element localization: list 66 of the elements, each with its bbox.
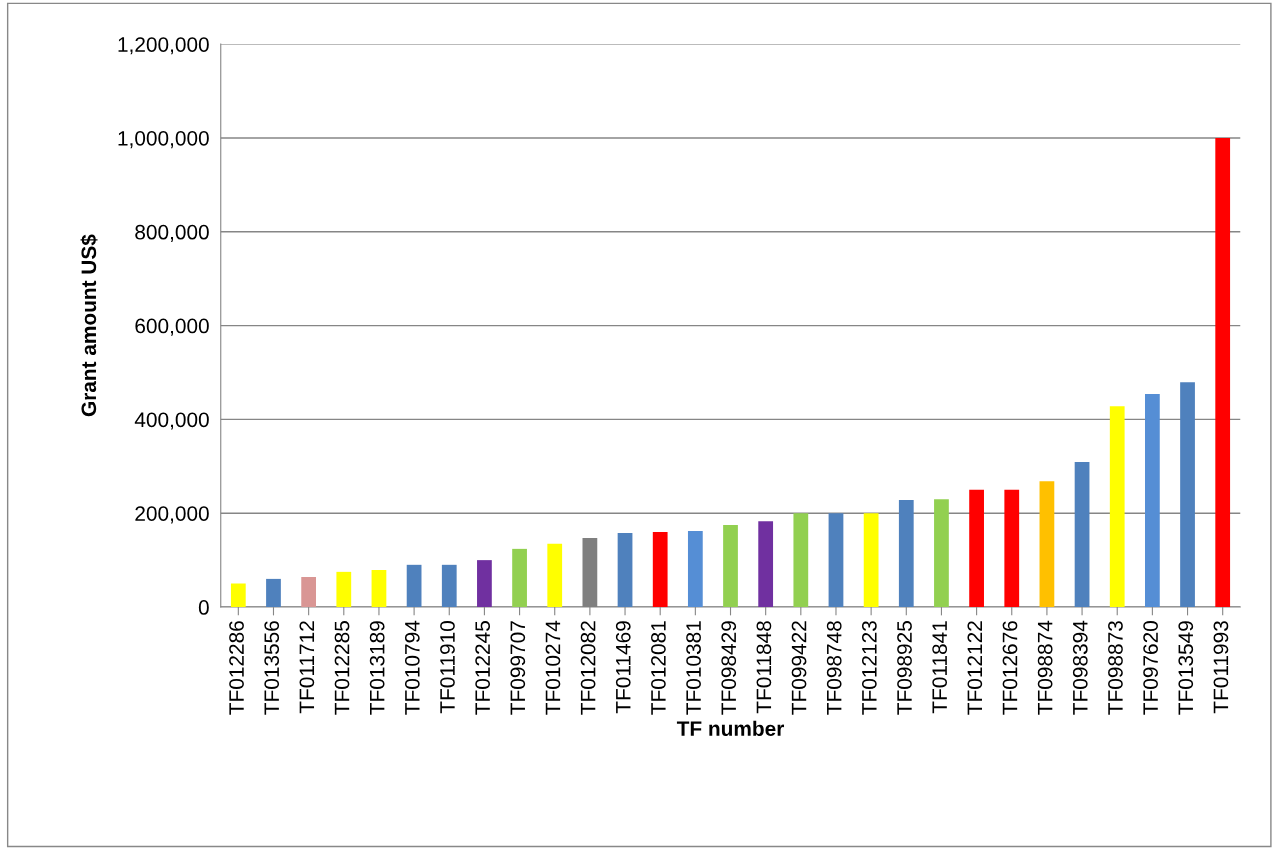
x-tick-label: TF013189	[369, 621, 385, 715]
bar	[477, 560, 492, 608]
bar	[969, 489, 984, 608]
y-tick-label: 200,000	[135, 506, 209, 524]
x-tick-label: TF011841	[932, 621, 948, 714]
bar	[441, 564, 457, 608]
x-tick-label: TF012676	[1002, 621, 1018, 715]
y-tick-label: 0	[198, 600, 209, 615]
x-tick-label: TF013549	[1178, 621, 1194, 715]
bar	[863, 513, 879, 608]
x-tick-label: TF011910	[440, 621, 455, 714]
bar	[230, 583, 246, 608]
bar	[371, 569, 387, 608]
x-tick-label: TF010794	[404, 620, 420, 715]
x-tick-label: TF097620	[1143, 621, 1158, 715]
bar	[1180, 382, 1195, 608]
x-tick-label: TF098748	[826, 621, 842, 715]
bar	[1004, 489, 1020, 608]
bar	[336, 571, 352, 608]
x-tick-label: TF012122	[967, 621, 983, 715]
bar	[828, 513, 844, 608]
x-tick-label: TF011848	[756, 621, 772, 714]
y-axis-title: Grant amount US$	[80, 234, 98, 417]
x-tick-label: TF098874	[1037, 620, 1053, 715]
bar	[898, 500, 914, 608]
bar	[758, 521, 774, 608]
bar	[1039, 481, 1055, 608]
bar	[1215, 137, 1231, 608]
x-tick-label: TF099707	[510, 621, 526, 715]
bar	[1074, 462, 1090, 608]
x-tick-label: TF098925	[897, 621, 912, 715]
bar	[512, 548, 527, 608]
x-tick-label: TF010381	[686, 621, 701, 715]
x-tick-label: TF098873	[1108, 621, 1123, 715]
y-tick-label: 1,000,000	[118, 130, 209, 149]
x-tick-label: TF011712	[299, 621, 315, 714]
y-tick-label: 1,200,000	[118, 37, 209, 55]
x-tick-label: TF012286	[229, 621, 244, 715]
x-tick-label: TF099422	[791, 621, 807, 715]
bar	[266, 578, 281, 608]
x-tick-label: TF012082	[580, 621, 596, 715]
x-tick-label: TF011993	[1213, 621, 1229, 714]
bar	[617, 532, 633, 608]
x-tick-label: TF098394	[1072, 620, 1088, 715]
bar	[547, 543, 563, 608]
x-tick-label: TF012245	[475, 621, 491, 715]
y-tick-label: 800,000	[135, 224, 209, 242]
bar	[1109, 406, 1125, 608]
x-tick-label: TF012081	[651, 621, 666, 715]
x-tick-label: TF012285	[334, 621, 350, 715]
y-tick-label: 600,000	[135, 318, 209, 336]
x-tick-label: TF010274	[545, 620, 561, 715]
x-tick-label: TF098429	[721, 621, 737, 715]
bar	[687, 531, 703, 608]
bar	[793, 513, 809, 608]
bar	[652, 531, 668, 608]
bar	[723, 524, 738, 608]
x-axis-title: TF number	[676, 720, 785, 737]
x-tick-label: TF013556	[264, 621, 280, 715]
x-tick-label: TF012123	[861, 621, 877, 715]
bar	[406, 564, 422, 608]
bar	[934, 499, 949, 608]
y-tick-label: 400,000	[134, 412, 209, 430]
bar	[301, 577, 317, 608]
x-tick-label: TF011469	[615, 621, 631, 714]
bar	[1145, 394, 1160, 608]
